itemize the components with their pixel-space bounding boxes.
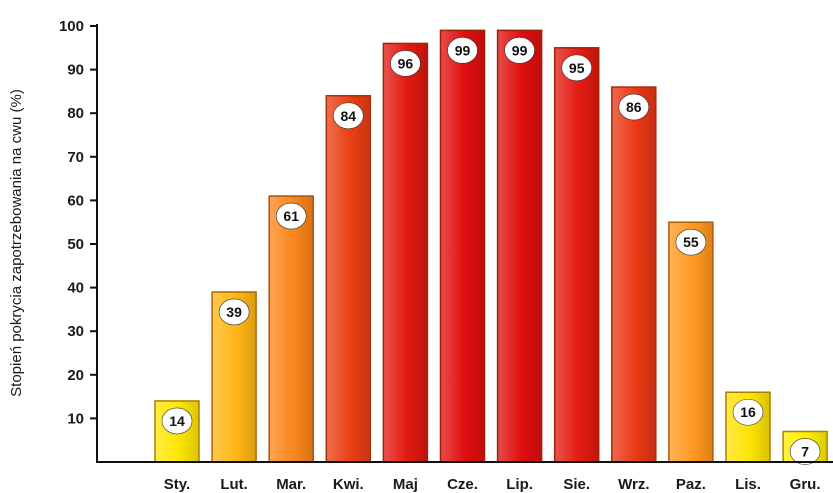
- bar: [439, 29, 486, 463]
- y-tick-label: 90: [67, 62, 84, 79]
- data-label: 86: [626, 99, 642, 115]
- y-axis-title: Stopień pokrycia zapotrzebowania na cwu …: [8, 89, 25, 397]
- bar: [553, 47, 600, 463]
- bar: [325, 95, 372, 463]
- data-label: 39: [226, 304, 242, 320]
- x-tick-label: Sie.: [563, 476, 590, 493]
- x-tick-label: Paz.: [676, 476, 706, 493]
- data-label-badge: [618, 93, 650, 121]
- x-axis-labels: Sty. Lut. Mar. Kwi. Maj Cze. Lip. Sie. Wrz. Paz. L…: [164, 476, 821, 493]
- data-label: 84: [341, 108, 357, 124]
- x-tick-label: Wrz.: [618, 476, 649, 493]
- y-tick-label: 20: [67, 367, 84, 384]
- y-tick-label: 50: [67, 236, 84, 253]
- y-tick-label: 100: [59, 18, 84, 35]
- bar: [268, 195, 314, 463]
- bar: [611, 86, 657, 463]
- data-label: 95: [569, 60, 585, 76]
- x-tick-label: Lip.: [506, 476, 533, 493]
- bar: [496, 29, 543, 463]
- y-tick-label: 60: [67, 192, 84, 209]
- data-label-badge: [675, 228, 707, 256]
- data-label: 55: [683, 234, 699, 250]
- data-label-badge: [218, 298, 250, 326]
- data-label-badge: [390, 50, 421, 77]
- data-label-badge: [275, 202, 307, 230]
- data-label-badge: [161, 407, 193, 435]
- data-label: 61: [283, 208, 299, 224]
- data-label: 99: [455, 42, 471, 58]
- x-tick-label: Gru.: [790, 476, 821, 493]
- bars: 14 39 61 84 96 99 99 95 86 55 16 7: [154, 29, 828, 465]
- x-tick-label: Cze.: [447, 476, 478, 493]
- y-tick-label: 80: [67, 105, 84, 122]
- bar: [382, 42, 429, 463]
- data-label: 14: [169, 413, 185, 429]
- x-tick-label: Kwi.: [333, 476, 364, 493]
- data-label-badge: [447, 37, 478, 64]
- data-label-badge: [561, 54, 593, 82]
- bar: [668, 221, 714, 463]
- y-tick-label: 30: [67, 323, 84, 340]
- data-label: 7: [801, 443, 809, 459]
- y-axis-ticks: 10 20 30 40 50 60 70 80 90 100: [59, 18, 97, 427]
- y-tick-label: 40: [67, 280, 84, 297]
- data-label: 99: [512, 42, 528, 58]
- data-label: 16: [740, 404, 756, 420]
- y-tick-label: 70: [67, 149, 84, 166]
- x-tick-label: Maj: [393, 476, 418, 493]
- data-label-badge: [789, 438, 821, 465]
- data-label-badge: [332, 102, 364, 130]
- x-tick-label: Mar.: [276, 476, 306, 493]
- data-label-badge: [504, 37, 535, 64]
- x-tick-label: Lut.: [220, 476, 248, 493]
- y-tick-label: 10: [67, 410, 84, 427]
- x-tick-label: Sty.: [164, 476, 190, 493]
- data-label-badge: [732, 398, 764, 426]
- x-tick-label: Lis.: [735, 476, 761, 493]
- y-axis-title-group: Stopień pokrycia zapotrzebowania na cwu …: [8, 89, 25, 397]
- data-label: 96: [398, 55, 414, 71]
